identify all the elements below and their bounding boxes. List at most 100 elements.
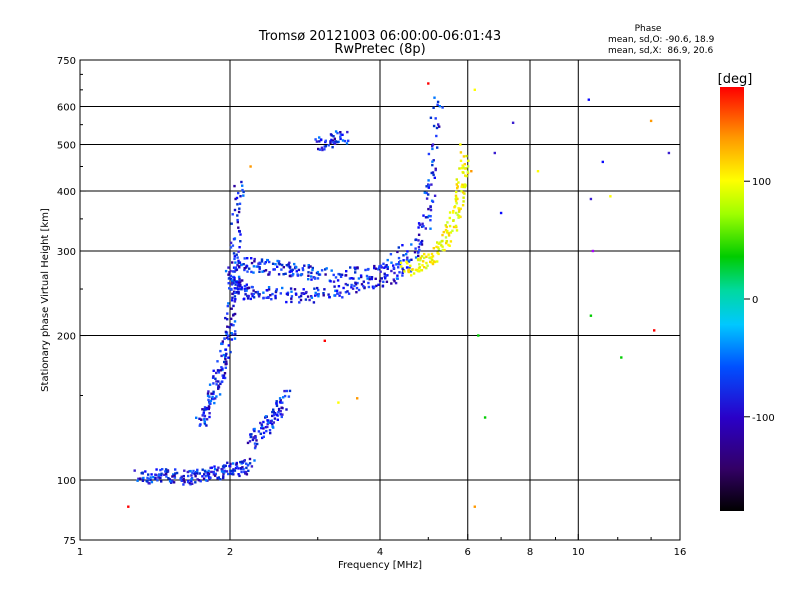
echo-point xyxy=(457,207,460,210)
echo-point xyxy=(317,288,320,292)
echo-point xyxy=(437,246,440,249)
echo-point xyxy=(355,286,359,290)
echo-point xyxy=(346,130,349,134)
echo-point xyxy=(308,298,311,302)
echo-point xyxy=(436,103,439,106)
echo-point xyxy=(338,273,342,276)
echo-point xyxy=(189,469,192,473)
echo-point xyxy=(357,277,361,280)
echo-point xyxy=(215,395,218,398)
echo-point xyxy=(370,277,373,281)
echo-point xyxy=(147,477,150,481)
echo-point xyxy=(343,139,347,143)
echo-point xyxy=(223,471,226,474)
echo-point xyxy=(207,474,210,478)
echo-point xyxy=(252,292,255,296)
echo-point xyxy=(229,469,233,472)
echo-point xyxy=(334,140,338,143)
echo-point xyxy=(389,253,393,256)
echo-point xyxy=(440,244,443,247)
colorbar-tick-label: -100 xyxy=(752,413,775,424)
echo-point xyxy=(250,292,253,296)
echo-point xyxy=(462,200,465,203)
echo-point xyxy=(429,205,432,208)
echo-point xyxy=(207,469,210,473)
echo-point xyxy=(423,256,426,260)
echo-point xyxy=(427,82,430,85)
echo-point xyxy=(310,278,313,281)
echo-point xyxy=(127,505,130,508)
echo-point xyxy=(377,283,380,286)
echo-point xyxy=(186,480,190,484)
echo-point xyxy=(237,275,241,279)
echo-point xyxy=(347,292,351,295)
echo-point xyxy=(398,271,401,274)
echo-point xyxy=(466,165,470,168)
echo-point xyxy=(280,406,283,409)
y-tick-label: 750 xyxy=(57,56,76,67)
echo-point xyxy=(465,167,468,170)
echo-point xyxy=(203,418,206,421)
echo-point xyxy=(313,287,316,290)
echo-point xyxy=(354,268,357,271)
echo-point xyxy=(262,291,265,294)
echo-point xyxy=(384,274,387,278)
echo-point xyxy=(299,294,303,298)
echo-point xyxy=(422,225,425,228)
echo-point xyxy=(301,267,304,270)
echo-point xyxy=(344,291,348,294)
echo-point xyxy=(279,399,282,402)
echo-point xyxy=(203,408,206,412)
echo-point xyxy=(344,282,347,286)
echo-point xyxy=(253,260,256,263)
echo-point xyxy=(464,174,467,177)
echo-point xyxy=(244,289,247,293)
echo-point xyxy=(414,238,417,242)
echo-point xyxy=(267,421,270,424)
phase-stats-o: mean, sd,O: -90.6, 18.9 xyxy=(608,35,715,45)
echo-point xyxy=(424,227,427,230)
echo-point xyxy=(201,475,204,478)
echo-point xyxy=(247,469,250,472)
echo-point xyxy=(423,191,426,194)
echo-point xyxy=(420,255,424,258)
echo-point xyxy=(253,446,257,450)
echo-point xyxy=(194,475,197,478)
echo-point xyxy=(380,266,383,269)
echo-point xyxy=(367,267,370,271)
echo-point xyxy=(314,291,317,295)
y-tick-label: 75 xyxy=(63,536,76,547)
echo-point xyxy=(272,268,275,271)
echo-point xyxy=(425,255,428,258)
echo-point xyxy=(190,479,193,483)
echo-point xyxy=(258,261,261,264)
echo-point xyxy=(288,261,291,264)
echo-point xyxy=(225,360,228,363)
echo-point xyxy=(420,225,424,228)
echo-point xyxy=(246,464,250,467)
x-tick-label: 16 xyxy=(674,547,687,558)
echo-point xyxy=(589,197,593,201)
y-tick-label: 500 xyxy=(57,141,76,152)
echo-point xyxy=(220,342,223,346)
echo-point xyxy=(461,164,464,167)
echo-point xyxy=(417,226,420,229)
echo-point xyxy=(339,135,342,139)
echo-point xyxy=(429,208,433,212)
echo-point xyxy=(346,290,349,293)
echo-point xyxy=(371,285,375,288)
echo-point xyxy=(212,471,215,474)
echo-point xyxy=(331,146,334,149)
echo-point xyxy=(317,273,321,276)
echo-point xyxy=(224,357,227,361)
echo-point xyxy=(444,224,447,227)
echo-point xyxy=(245,264,248,267)
echo-point xyxy=(397,266,400,269)
echo-point xyxy=(209,476,212,479)
echo-point xyxy=(260,423,263,426)
echo-point xyxy=(455,183,458,186)
echo-point xyxy=(221,380,224,383)
echo-point xyxy=(304,298,308,301)
echo-point xyxy=(288,389,292,393)
echo-point xyxy=(448,216,451,220)
